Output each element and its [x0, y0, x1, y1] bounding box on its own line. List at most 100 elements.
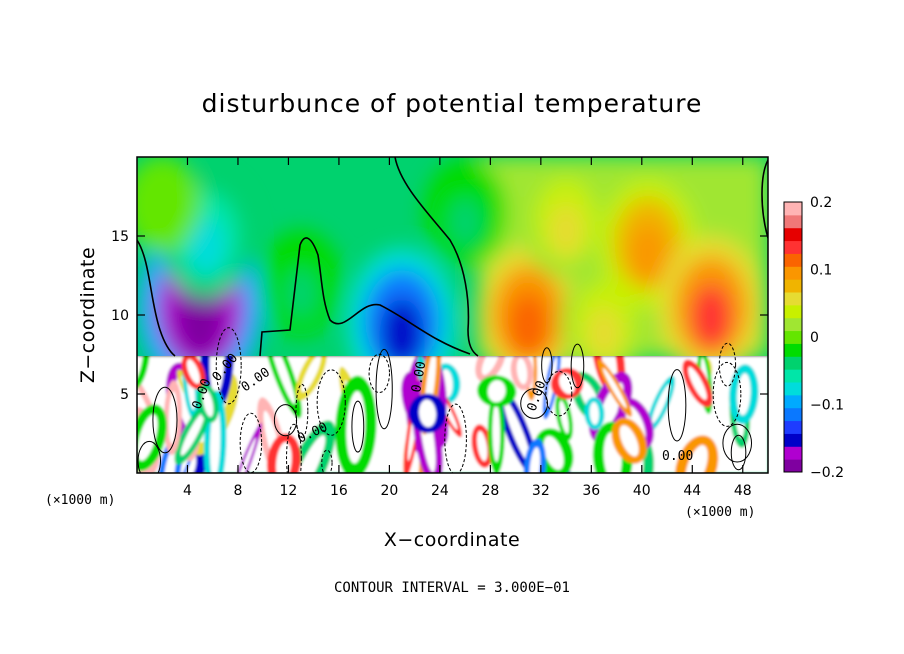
- x-axis-label: X−coordinate: [384, 529, 520, 551]
- zero-contour-ridge: [394, 157, 479, 357]
- anomaly-core: [508, 293, 548, 357]
- temperature-field: 0.00 0.000.000.000.000.000.00: [137, 157, 768, 473]
- contour-loop: [295, 383, 309, 439]
- colorbar-tick-label: 0.2: [810, 195, 832, 211]
- zero-contour-middle: [259, 237, 471, 357]
- colorbar-tick-label: 0.1: [810, 263, 832, 279]
- turbulent-core: [210, 406, 221, 473]
- colorbar: 0.2 0.1 0 −0.1 −0.2: [783, 195, 844, 481]
- contour-loop: [351, 400, 365, 453]
- inversion-interface: [137, 356, 768, 357]
- colorbar-swatch: [784, 227, 802, 242]
- contour-loop: [718, 342, 737, 387]
- colorbar-tick-label: −0.1: [810, 398, 844, 414]
- turbulent-plume: [137, 356, 151, 391]
- contour-loop: [152, 386, 178, 454]
- colorbar-swatch: [784, 253, 802, 267]
- anomaly-core: [629, 224, 667, 284]
- turbulent-core: [419, 399, 437, 428]
- colorbar-swatch: [784, 214, 802, 229]
- colorbar-swatch: [784, 240, 802, 254]
- chart-title: disturbunce of potential temperature: [202, 89, 703, 118]
- turbulent-core: [186, 359, 200, 384]
- x-tick-label: 8: [233, 483, 242, 499]
- turbulent-core: [168, 391, 177, 444]
- contour-loop: [722, 423, 753, 463]
- colorbar-swatch: [784, 446, 802, 460]
- colorbar-frame: [783, 201, 803, 473]
- contour-loop: [286, 423, 302, 473]
- colorbar-swatch: [784, 407, 802, 422]
- y-axis-label: Z−coordinate: [77, 247, 99, 383]
- colorbar-swatch: [784, 330, 802, 344]
- y-axis-ticks: 5 10 15: [111, 229, 768, 403]
- contour-label: 0.00: [409, 360, 429, 393]
- colorbar-swatch: [784, 202, 802, 216]
- anomaly-core: [285, 268, 317, 318]
- x-unit-right: (×1000 m): [685, 505, 755, 520]
- anomaly-core: [449, 197, 481, 247]
- turbulent-core: [180, 412, 205, 456]
- x-tick-label: 16: [330, 483, 348, 499]
- colorbar-swatch: [784, 317, 802, 332]
- zero-contour-right: [761, 159, 768, 239]
- turbulent-core: [301, 356, 322, 393]
- colorbar-swatch: [784, 433, 802, 447]
- y-tick-label: 5: [120, 387, 129, 403]
- turbulent-core: [559, 400, 569, 434]
- contour-label: 0.00: [662, 449, 693, 464]
- turbulent-core: [346, 391, 366, 464]
- contour-loop: [730, 434, 747, 471]
- x-unit-left: (×1000 m): [45, 493, 115, 508]
- colorbar-swatch: [784, 394, 802, 409]
- x-axis-ticks: 4 8 12 16 20 24 28 32 36 40 44 48: [183, 157, 752, 499]
- x-tick-label: 36: [582, 483, 600, 499]
- turbulent-core: [516, 358, 528, 385]
- turbulent-core: [600, 356, 618, 385]
- contour-loop: [712, 361, 742, 427]
- x-tick-label: 28: [481, 483, 499, 499]
- contour-loop: [545, 370, 573, 417]
- contour-loop: [316, 369, 346, 436]
- upper-anomalies: [137, 157, 768, 357]
- turbulent-core: [481, 356, 500, 376]
- contour-loop: [541, 347, 553, 384]
- turbulent-layer: [137, 356, 768, 473]
- colorbar-swatch: [784, 343, 802, 357]
- turbulent-core: [209, 356, 225, 396]
- contour-loop: [137, 440, 162, 473]
- x-tick-label: 44: [683, 483, 701, 499]
- x-tick-label: 20: [380, 483, 398, 499]
- turbulent-core: [492, 403, 501, 462]
- contour-loop: [239, 412, 263, 473]
- turbulent-core: [269, 356, 296, 404]
- contour-lines: [137, 157, 768, 473]
- colorbar-tick-label: −0.2: [810, 465, 844, 481]
- turbulent-core: [487, 380, 506, 403]
- turbulent-core: [688, 366, 707, 400]
- anomaly-core: [188, 217, 225, 275]
- contour-loop: [368, 353, 390, 394]
- zero-contour-left: [137, 239, 176, 357]
- contour-loop: [321, 449, 333, 473]
- turbulent-core: [651, 384, 671, 424]
- contour-loop: [444, 403, 467, 473]
- colorbar-swatch: [784, 356, 802, 370]
- colorbar-swatch: [784, 304, 802, 319]
- turbulent-core: [202, 389, 214, 417]
- colorbar-swatch: [784, 292, 802, 306]
- x-tick-label: 4: [183, 483, 192, 499]
- turbulent-core: [503, 399, 532, 464]
- turbulent-core: [589, 401, 599, 425]
- colorbar-swatch: [784, 279, 802, 293]
- turbulent-core: [543, 436, 564, 470]
- turbulent-core: [289, 435, 326, 473]
- x-tick-label: 48: [734, 483, 752, 499]
- turbulent-core: [602, 368, 627, 409]
- colorbar-swatch: [784, 266, 802, 280]
- anomaly-core: [549, 203, 584, 258]
- colorbar-tick-label: 0: [810, 330, 819, 346]
- x-tick-label: 40: [633, 483, 651, 499]
- contour-loop: [375, 348, 393, 430]
